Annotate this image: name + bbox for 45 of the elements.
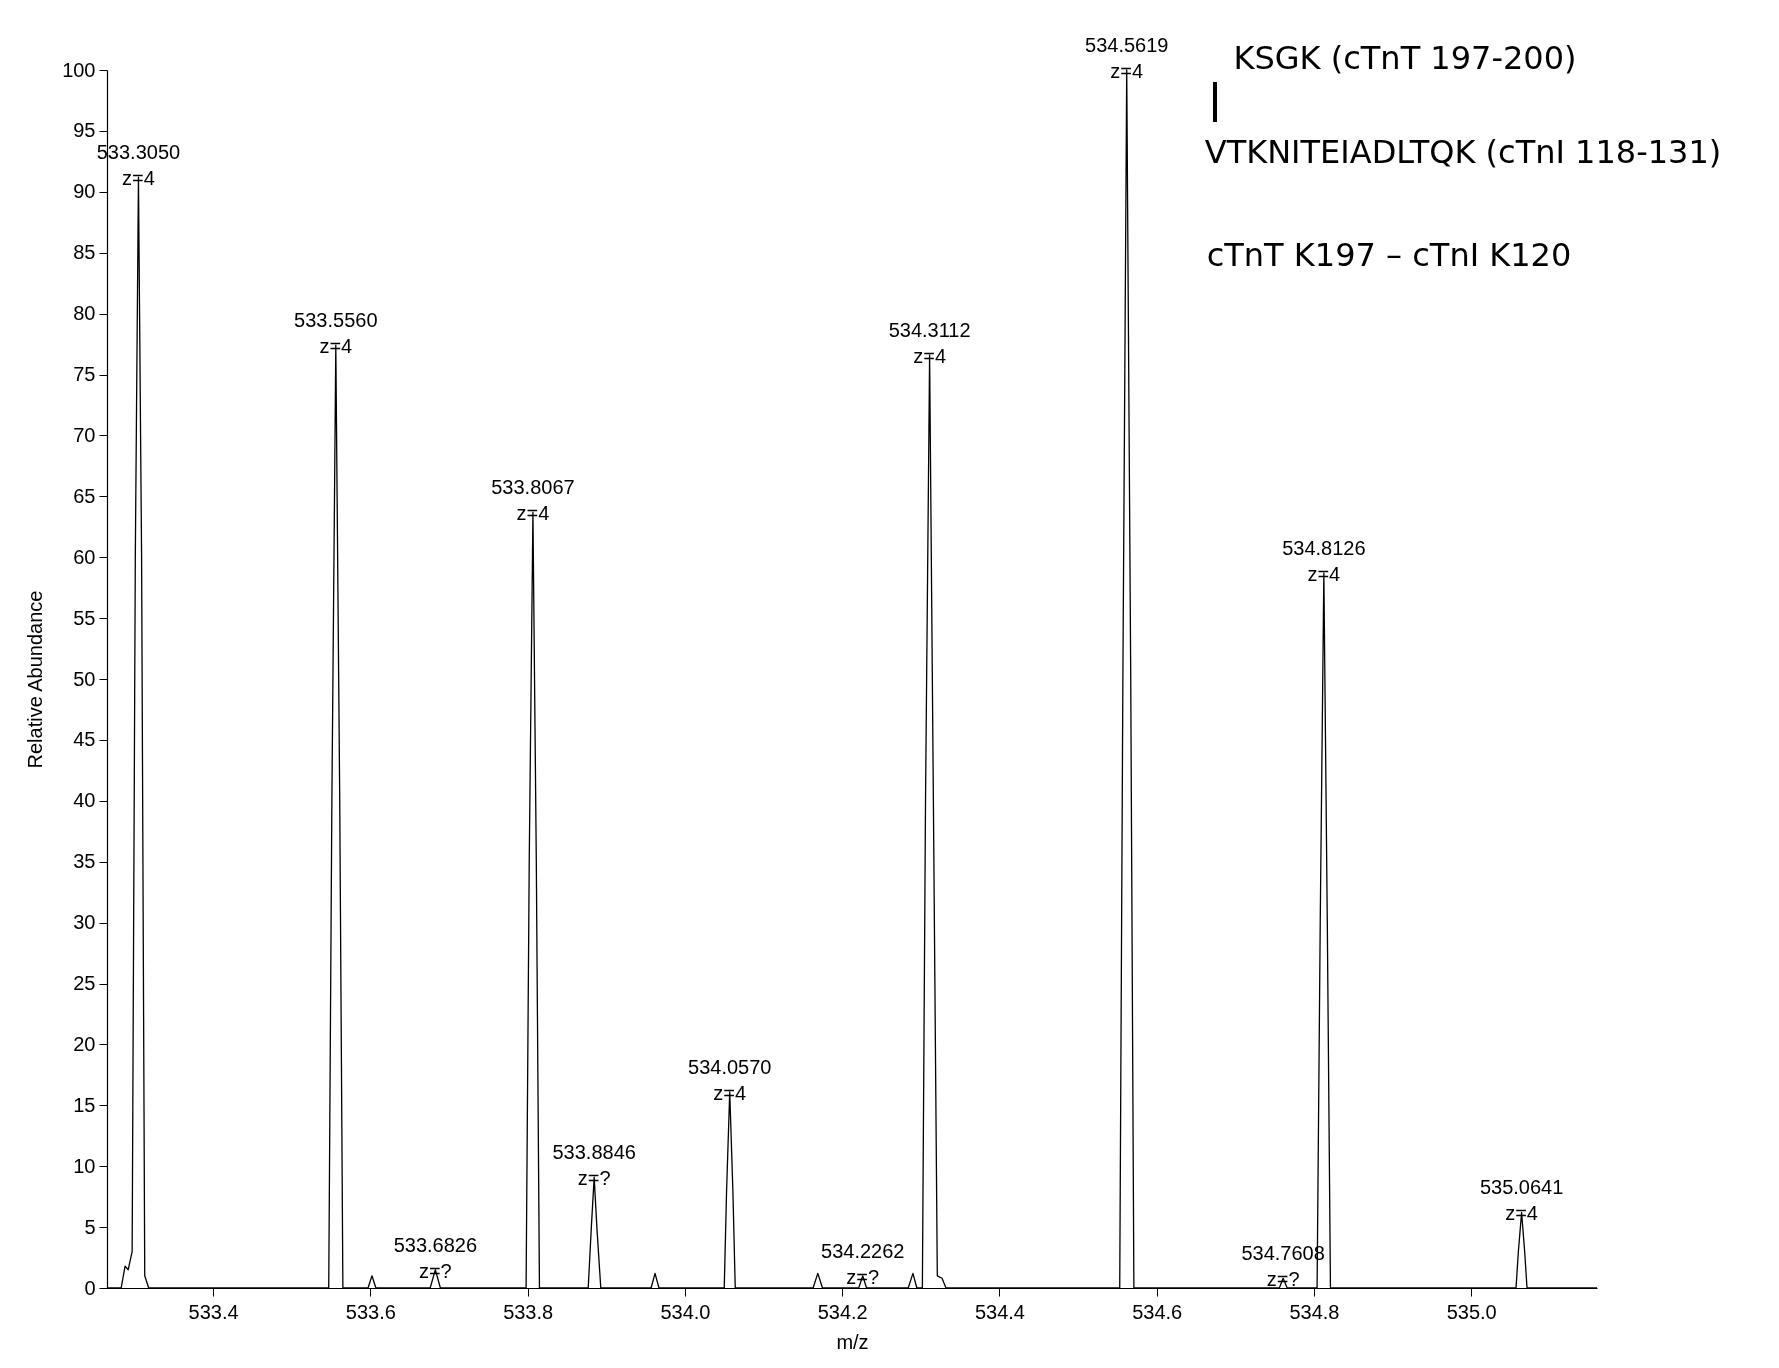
annotation: 534.5619 z=4 — [1085, 34, 1169, 82]
annotation: KSGK (cTnT 197-200) — [1233, 39, 1577, 77]
x-tick-label: 533.6 — [345, 1300, 396, 1323]
y-tick-label: 90 — [73, 180, 96, 203]
annotation: 534.0570 z=4 — [688, 1055, 772, 1104]
annotation: 533.8846 z=? — [552, 1141, 636, 1190]
y-tick-label: 0 — [84, 1276, 96, 1299]
x-tick-label: 534.2 — [817, 1300, 868, 1323]
y-tick-label: 40 — [73, 789, 96, 812]
x-tick-label: 534.6 — [1132, 1300, 1183, 1323]
annotation: cTnT K197 – cTnI K120 — [1206, 236, 1572, 274]
x-tick-label: 534.8 — [1289, 1300, 1340, 1323]
y-tick-label: 55 — [73, 606, 96, 629]
y-tick-label: 85 — [73, 241, 96, 264]
x-tick-label: 535.0 — [1446, 1300, 1497, 1323]
annotation: 533.8067 z=4 — [491, 476, 575, 525]
y-tick-label: 65 — [73, 484, 96, 507]
x-tick-label: 533.4 — [188, 1300, 239, 1323]
y-tick-label: 50 — [73, 667, 96, 690]
annotation: 534.3112 z=4 — [888, 319, 971, 368]
y-tick-label: 20 — [73, 1032, 96, 1055]
y-tick-label: 100 — [62, 58, 96, 81]
y-axis-title: Relative Abundance — [24, 590, 47, 769]
y-tick-label: 5 — [84, 1215, 96, 1238]
x-tick-label: 534.4 — [974, 1300, 1025, 1323]
annotation: 534.2262 z=? — [821, 1239, 905, 1288]
y-tick-label: 25 — [73, 972, 96, 994]
annotation: 533.5560 z=4 — [294, 309, 378, 358]
annotation: 533.6826 z=? — [393, 1233, 478, 1282]
y-tick-label: 80 — [73, 302, 96, 325]
annotation: 534.8126 z=4 — [1282, 537, 1366, 586]
annotation: VTKNITEIADLTQK (cTnI 118-131) — [1204, 133, 1722, 171]
y-tick-label: 75 — [73, 363, 96, 385]
y-tick-label: 30 — [73, 911, 96, 934]
y-tick-label: 70 — [73, 423, 96, 446]
y-tick-label: 60 — [73, 545, 96, 568]
y-tick-label: 15 — [73, 1093, 96, 1116]
x-axis-title: m/z — [836, 1330, 869, 1353]
y-tick-label: 10 — [73, 1154, 96, 1177]
y-tick-label: 95 — [73, 119, 96, 142]
x-tick-label: 533.8 — [503, 1300, 554, 1323]
annotation: 535.0641 z=4 — [1479, 1176, 1564, 1225]
y-tick-label: 35 — [73, 850, 96, 873]
y-tick-label: 45 — [73, 728, 96, 751]
x-tick-label: 534.0 — [660, 1300, 711, 1323]
